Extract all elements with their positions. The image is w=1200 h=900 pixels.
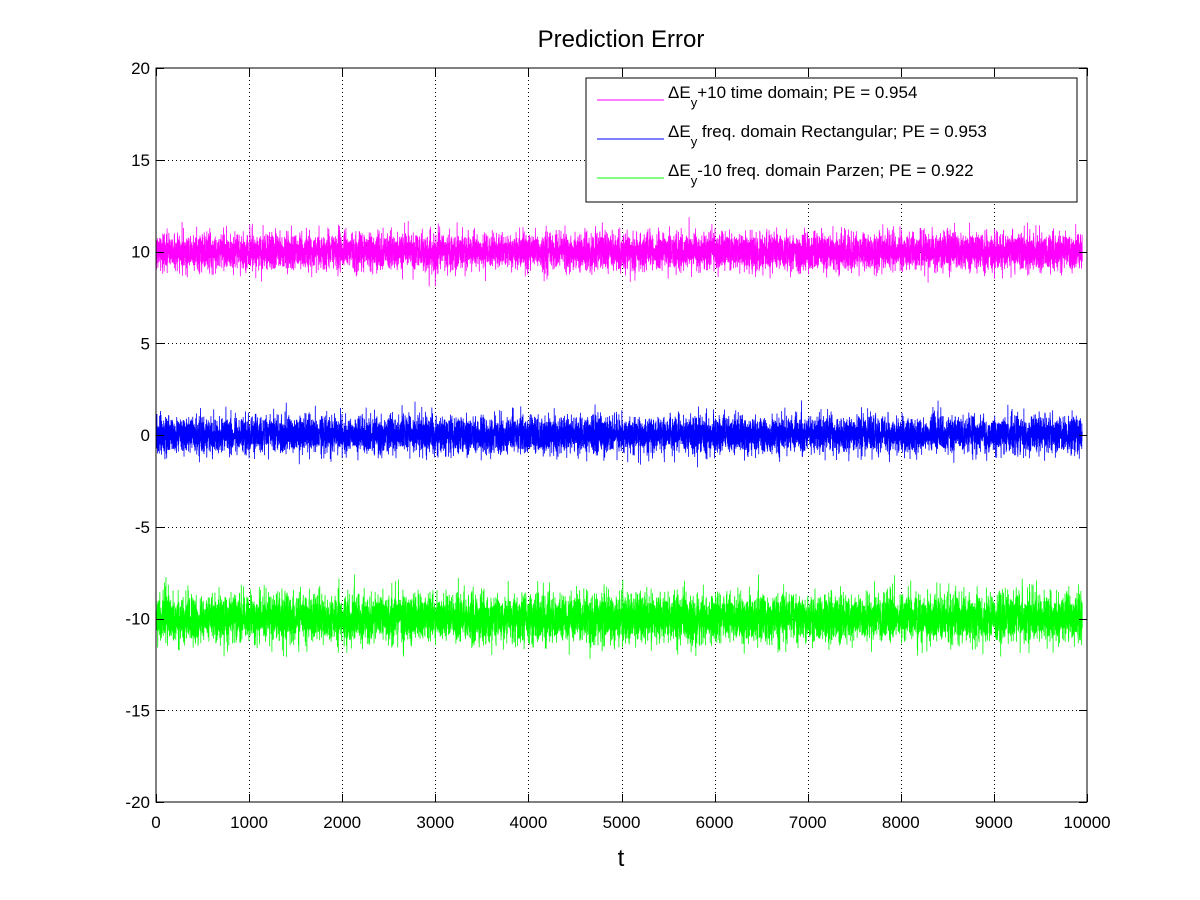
y-tick-label: -10 xyxy=(125,610,150,629)
axis-ticks xyxy=(156,68,1088,803)
legend-box xyxy=(585,77,1078,203)
x-tick-label: 7000 xyxy=(789,813,827,832)
y-tick-label: 20 xyxy=(131,59,150,78)
x-tick-labels: 0 1000 2000 3000 4000 5000 6000 7000 8000 9000 100… xyxy=(151,813,1110,832)
series-line-1 xyxy=(155,400,1083,468)
legend-entry-magenta: ΔEy+10 time domain; PE = 0.954 xyxy=(597,83,917,110)
y-tick-labels: -20 -15 -10 -5 0 5 10 15 20 xyxy=(125,59,150,812)
series-layer xyxy=(155,217,1083,659)
x-tick-label: 10000 xyxy=(1063,813,1110,832)
y-tick-label: 0 xyxy=(141,426,150,445)
x-tick-label: 9000 xyxy=(975,813,1013,832)
series-line-2 xyxy=(155,574,1083,659)
legend-entry-blue: ΔEy freq. domain Rectangular; PE = 0.953 xyxy=(597,122,987,149)
x-tick-label: 6000 xyxy=(696,813,734,832)
y-tick-label: -15 xyxy=(125,701,150,720)
legend-label-green: ΔEy-10 freq. domain Parzen; PE = 0.922 xyxy=(668,161,974,188)
legend: ΔEy+10 time domain; PE = 0.954 ΔEy freq.… xyxy=(585,77,1078,203)
x-tick-label: 1000 xyxy=(230,813,268,832)
y-tick-label: 10 xyxy=(131,243,150,262)
x-tick-label: 8000 xyxy=(882,813,920,832)
y-tick-label: -20 xyxy=(125,793,150,812)
x-axis-label: t xyxy=(618,845,625,872)
legend-entry-green: ΔEy-10 freq. domain Parzen; PE = 0.922 xyxy=(597,161,974,188)
chart-title: Prediction Error xyxy=(538,26,705,53)
x-tick-label: 4000 xyxy=(509,813,547,832)
x-tick-label: 0 xyxy=(151,813,160,832)
x-tick-label: 2000 xyxy=(323,813,361,832)
legend-label-magenta: ΔEy+10 time domain; PE = 0.954 xyxy=(668,83,917,110)
y-tick-label: 15 xyxy=(131,151,150,170)
x-tick-label: 3000 xyxy=(416,813,454,832)
y-tick-label: 5 xyxy=(141,334,150,353)
x-tick-label: 5000 xyxy=(603,813,641,832)
y-tick-label: -5 xyxy=(135,518,150,537)
legend-label-blue: ΔEy freq. domain Rectangular; PE = 0.953 xyxy=(668,122,987,149)
series-line-0 xyxy=(155,217,1083,287)
